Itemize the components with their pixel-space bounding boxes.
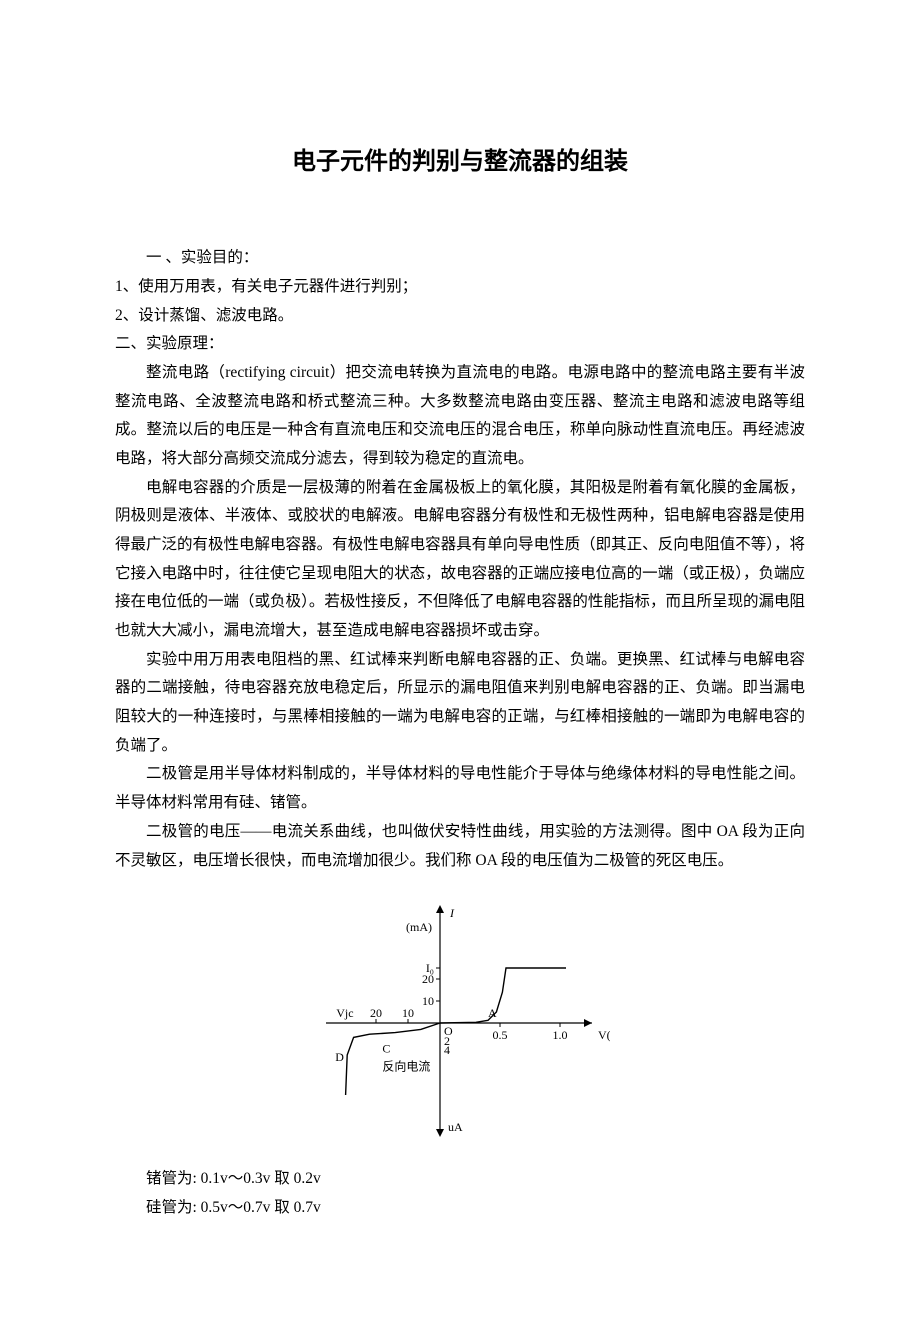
objective-2: 2、设计蒸馏、滤波电路。 xyxy=(115,302,805,331)
svg-text:10: 10 xyxy=(422,994,434,1008)
note-si: 硅管为: 0.5v～0.7v 取 0.7v xyxy=(115,1194,805,1223)
svg-text:4: 4 xyxy=(444,1043,450,1057)
svg-text:I₀: I₀ xyxy=(426,961,434,975)
paragraph-1: 整流电路（rectifying circuit）把交流电转换为直流电的电路。电源… xyxy=(115,359,805,474)
svg-text:反向电流: 反向电流 xyxy=(382,1059,430,1074)
svg-text:I: I xyxy=(449,906,455,920)
section-1-heading: 一 、实验目的： xyxy=(115,244,805,273)
svg-text:A: A xyxy=(488,1006,497,1020)
paragraph-5: 二极管的电压——电流关系曲线，也叫做伏安特性曲线，用实验的方法测得。图中 OA … xyxy=(115,818,805,875)
svg-text:V(v): V(v) xyxy=(598,1028,610,1042)
objective-1: 1、使用万用表，有关电子元器件进行判别； xyxy=(115,273,805,302)
svg-text:10: 10 xyxy=(402,1006,414,1020)
svg-text:(mA): (mA) xyxy=(406,920,432,934)
svg-text:0.5: 0.5 xyxy=(493,1028,508,1042)
svg-text:C: C xyxy=(382,1042,390,1056)
section-2-heading: 二、实验原理： xyxy=(115,330,805,359)
svg-text:1.0: 1.0 xyxy=(553,1028,568,1042)
svg-text:uA: uA xyxy=(448,1120,463,1134)
paragraph-4: 二极管是用半导体材料制成的，半导体材料的导电性能介于导体与绝缘体材料的导电性能之… xyxy=(115,760,805,817)
svg-text:20: 20 xyxy=(370,1006,382,1020)
iv-curve-chart: I(mA)V(v)1020I₀0.51.01020VjcO24ACD反向电流uA xyxy=(115,893,805,1153)
paragraph-3: 实验中用万用表电阻档的黑、红试棒来判断电解电容器的正、负端。更换黑、红试棒与电解… xyxy=(115,646,805,761)
svg-text:D: D xyxy=(335,1050,344,1064)
svg-text:Vjc: Vjc xyxy=(336,1006,353,1020)
note-ge: 锗管为: 0.1v～0.3v 取 0.2v xyxy=(115,1165,805,1194)
page-title: 电子元件的判别与整流器的组装 xyxy=(115,140,805,184)
paragraph-2: 电解电容器的介质是一层极薄的附着在金属极板上的氧化膜，其阳极是附着有氧化膜的金属… xyxy=(115,474,805,646)
